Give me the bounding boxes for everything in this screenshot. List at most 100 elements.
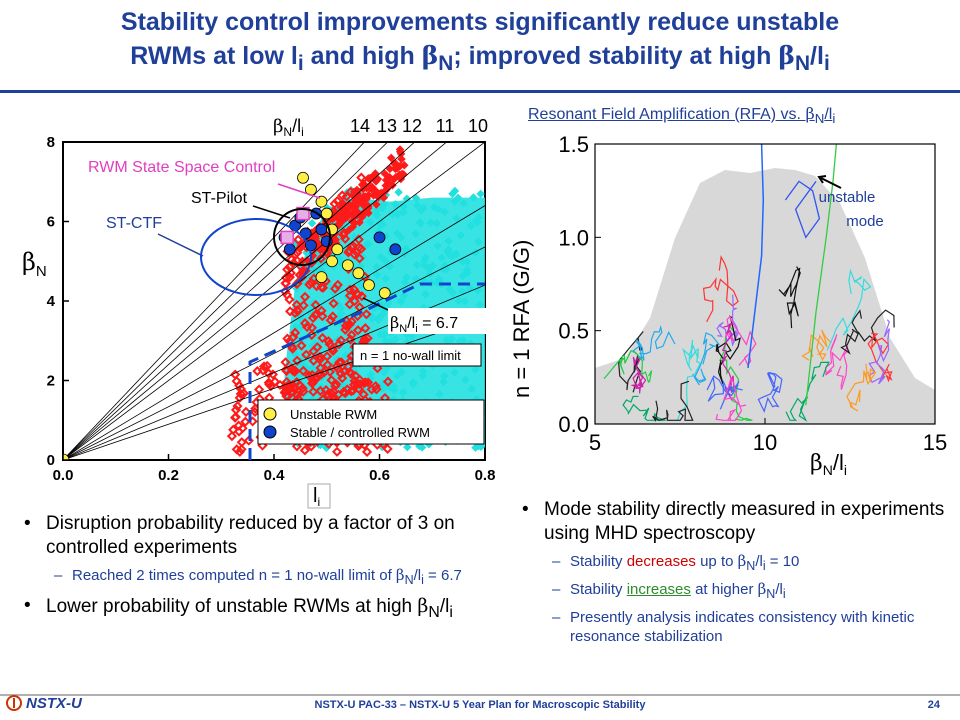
red-data-point [337, 190, 348, 201]
sub-bullet-nowall: Reached 2 times computed n = 1 no-wall l… [22, 566, 502, 590]
st-ctf-ellipse [200, 218, 312, 296]
rfa-y-tick-label: 0.0 [558, 412, 589, 437]
left-legend: Unstable RWM Stable / controlled RWM [257, 399, 485, 445]
red-band-point [357, 212, 367, 222]
legend-stable-marker [263, 425, 277, 439]
red-data-point [234, 446, 245, 457]
cyan-data-point [467, 384, 477, 394]
cyan-data-point [462, 257, 472, 267]
rwm-ssc-pointer [277, 183, 321, 199]
left-y-label: βN [22, 248, 47, 280]
cyan-data-point [448, 288, 458, 298]
right-bullets: Mode stability directly measured in expe… [520, 498, 960, 650]
rfa-trace [785, 361, 830, 423]
cyan-data-point [442, 264, 451, 274]
red-data-point [287, 343, 298, 354]
red-data-point [307, 378, 318, 389]
cyan-data-point [452, 214, 461, 223]
red-data-point [301, 349, 312, 360]
red-band-point [354, 195, 363, 205]
rfa-trace [867, 332, 893, 383]
ratio-value-14: 14 [350, 116, 370, 136]
cyan-data-point [380, 368, 389, 377]
red-band-point [338, 214, 348, 223]
unstable-rwm-point [352, 267, 365, 280]
title-line-2: RWMs at low li and high βN; improved sta… [130, 41, 830, 75]
rfa-trace [801, 329, 832, 362]
cyan-data-point [367, 314, 376, 323]
limit-label-bg [388, 308, 488, 334]
legend-unstable-label: Unstable RWM [290, 407, 377, 422]
page-number: 24 [927, 699, 940, 711]
red-data-point [346, 368, 357, 379]
ratio-line-12 [63, 142, 416, 460]
nstx-logo-icon [6, 695, 22, 711]
sub-bullet-increases: Stability increases at higher βN/li [520, 580, 960, 604]
red-band-point [365, 183, 374, 193]
unstable-rwm-point [320, 207, 333, 220]
left-y-tick-label: 8 [47, 134, 55, 151]
guide-line [63, 205, 485, 460]
ratio-line-10 [63, 142, 485, 460]
red-data-point [308, 386, 319, 397]
red-data-point [336, 357, 347, 368]
left-y-tick-label: 6 [47, 214, 55, 231]
red-data-point [292, 390, 303, 401]
red-band-point [391, 172, 401, 182]
cyan-data-point [444, 245, 453, 255]
cyan-data-point [450, 197, 459, 206]
rfa-y-tick-label: 1.5 [558, 132, 589, 157]
ratio-value-10: 10 [468, 116, 488, 136]
red-data-point [299, 445, 310, 456]
cyan-data-point [439, 377, 448, 387]
cyan-data-point [398, 388, 408, 397]
cyan-data-point [460, 296, 470, 306]
rfa-x-ticks: 5 10 15 [589, 418, 947, 455]
red-data-point [299, 291, 311, 303]
left-y-tick-label: 2 [47, 373, 55, 390]
cyan-data-point [459, 198, 468, 208]
rfa-trace [715, 376, 747, 421]
red-data-point [325, 315, 336, 326]
cyan-data-point [456, 231, 466, 240]
rfa-trace-unstable [747, 144, 765, 369]
cyan-data-point [474, 237, 483, 246]
ratio-header-label: βN/li [273, 116, 304, 139]
red-data-point [382, 443, 393, 454]
rwm-ssc-label: RWM State Space Control [88, 159, 275, 176]
red-data-point [330, 283, 341, 294]
cyan-data-point [372, 210, 382, 220]
red-data-point [344, 299, 355, 310]
unstable-rwm-point [315, 195, 328, 208]
left-x-ticks: 0.0 0.2 0.4 0.6 0.8 [53, 454, 495, 484]
cyan-data-point [391, 200, 400, 209]
red-data-point [315, 385, 326, 396]
ratio-value-11: 11 [436, 116, 455, 136]
cyan-data-point [394, 188, 403, 197]
cyan-data-point [396, 233, 406, 242]
rwm-points [63, 171, 402, 460]
red-data-point [351, 246, 362, 258]
red-data-point [289, 327, 301, 338]
stable-rwm-point [373, 231, 386, 244]
cyan-data-point [372, 270, 382, 280]
cyan-data-point [381, 274, 390, 283]
red-data-point [344, 290, 356, 301]
left-x-tick-label: 0.2 [158, 467, 179, 484]
guide-line [63, 246, 485, 460]
rfa-trace [652, 380, 694, 422]
st-ctf-pointer [157, 233, 204, 257]
red-data-point [353, 234, 364, 245]
red-band-point [381, 175, 391, 185]
rfa-trace [702, 255, 739, 323]
red-band-point [350, 202, 360, 211]
red-data-point [342, 384, 353, 395]
limit-label: βN/li = 6.7 [390, 313, 458, 335]
cyan-data-point [440, 207, 449, 216]
red-band-point [399, 170, 408, 179]
red-data-point [258, 361, 270, 372]
cyan-data-point [448, 189, 457, 198]
left-x-tick-label: 0.0 [53, 467, 74, 484]
title-divider [0, 90, 960, 93]
red-band-point [297, 240, 307, 250]
